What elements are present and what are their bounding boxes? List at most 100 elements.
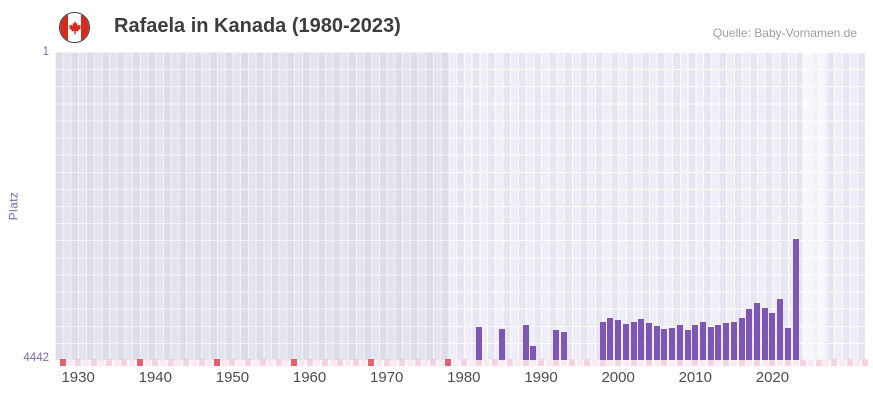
rank-bar[interactable] — [661, 329, 668, 360]
rank-bar[interactable] — [615, 319, 622, 360]
rank-bar[interactable] — [692, 324, 699, 360]
year-marker — [622, 359, 629, 366]
year-marker — [391, 359, 398, 366]
year-marker — [298, 359, 305, 366]
rank-bar[interactable] — [599, 322, 606, 360]
rank-bar[interactable] — [730, 321, 737, 360]
recent-years-highlight — [801, 52, 825, 360]
rank-bar[interactable] — [607, 317, 614, 360]
rank-bar[interactable] — [553, 330, 560, 360]
x-tick-label: 1960 — [292, 369, 327, 386]
rank-bar[interactable] — [622, 323, 629, 360]
year-marker — [584, 359, 591, 366]
rank-bar[interactable] — [792, 238, 799, 360]
rank-bar[interactable] — [646, 323, 652, 360]
year-marker — [437, 359, 444, 366]
year-marker-red — [214, 359, 220, 366]
year-marker — [422, 359, 429, 366]
year-marker — [800, 359, 807, 366]
x-tick-label: 1990 — [524, 369, 558, 386]
year-marker — [646, 359, 652, 366]
year-marker — [268, 359, 274, 366]
year-marker — [113, 359, 120, 366]
year-marker — [831, 359, 838, 366]
year-marker — [630, 359, 637, 366]
year-marker — [460, 359, 467, 366]
year-marker — [476, 359, 483, 366]
year-marker — [777, 359, 784, 366]
flag-red-band — [81, 13, 89, 42]
year-marker — [260, 359, 267, 366]
year-marker-strip — [55, 359, 868, 366]
year-marker-red — [59, 359, 66, 366]
year-marker — [491, 359, 498, 366]
year-marker — [406, 359, 413, 366]
year-marker — [599, 359, 606, 366]
rank-bar[interactable] — [653, 325, 660, 360]
rank-bar[interactable] — [476, 326, 483, 360]
rank-bar[interactable] — [707, 326, 714, 360]
x-axis-ticks: 1930 1940 1950 1960 1970 1980 1990 2000 2010 2020 — [55, 369, 865, 389]
rank-bar[interactable] — [684, 329, 691, 360]
year-marker — [854, 359, 861, 366]
year-marker — [561, 359, 568, 366]
year-marker — [615, 359, 622, 366]
rank-bar[interactable] — [784, 327, 791, 360]
year-marker — [399, 359, 406, 366]
year-marker — [638, 359, 645, 366]
rank-bar[interactable] — [777, 298, 784, 360]
rank-bar[interactable] — [669, 327, 676, 360]
year-marker — [98, 359, 105, 366]
rank-bar[interactable] — [723, 323, 730, 360]
year-marker — [106, 359, 112, 366]
page-title: Rafaela in Kanada (1980-2023) — [114, 15, 401, 37]
source-link[interactable]: Quelle: Baby-Vornamen.de — [712, 26, 857, 40]
rank-bar[interactable] — [630, 321, 637, 360]
rank-bar[interactable] — [700, 322, 706, 360]
year-marker — [237, 359, 244, 366]
year-marker — [345, 359, 352, 366]
year-marker — [190, 359, 197, 366]
year-marker — [160, 359, 166, 366]
year-marker — [329, 359, 336, 366]
year-marker — [229, 359, 236, 366]
year-marker — [90, 359, 97, 366]
year-marker — [314, 359, 321, 366]
year-marker — [653, 359, 660, 366]
year-marker — [376, 359, 382, 366]
year-marker — [808, 359, 814, 366]
year-marker — [129, 359, 136, 366]
year-marker — [692, 359, 699, 366]
x-tick-label: 1980 — [447, 369, 481, 386]
year-marker — [684, 359, 691, 366]
rank-bar[interactable] — [522, 325, 529, 360]
maple-leaf-icon — [68, 20, 81, 34]
rank-bar[interactable] — [746, 308, 753, 360]
year-marker — [769, 359, 776, 366]
rank-bar[interactable] — [638, 318, 645, 360]
year-marker — [206, 359, 213, 366]
rank-bar[interactable] — [738, 318, 745, 360]
rank-bar[interactable] — [530, 345, 537, 360]
rank-bar[interactable] — [769, 312, 776, 360]
year-marker — [846, 359, 853, 366]
year-marker — [175, 359, 182, 366]
year-marker — [468, 359, 475, 366]
x-tick-label: 2020 — [755, 369, 790, 386]
plot-area — [55, 52, 865, 360]
rank-bar[interactable] — [754, 303, 760, 360]
year-marker — [538, 359, 544, 366]
rank-bar[interactable] — [561, 332, 568, 360]
rank-bar[interactable] — [715, 324, 722, 360]
year-marker — [730, 359, 737, 366]
rank-bar[interactable] — [761, 307, 768, 360]
year-marker — [152, 359, 159, 366]
year-marker — [862, 359, 868, 366]
year-marker — [514, 359, 521, 366]
year-marker — [82, 359, 89, 366]
rank-bar[interactable] — [676, 325, 683, 360]
year-marker — [576, 359, 583, 366]
year-marker — [792, 359, 799, 366]
rank-bar[interactable] — [499, 328, 506, 360]
year-marker-red — [291, 359, 298, 366]
